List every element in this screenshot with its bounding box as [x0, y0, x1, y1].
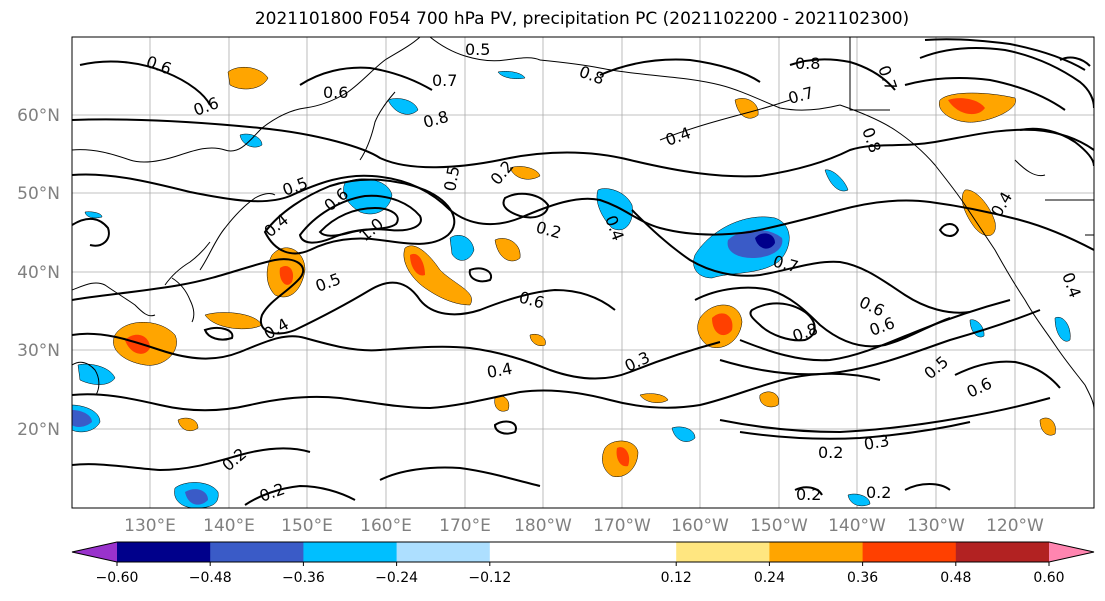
lon-label: 180°W	[514, 516, 572, 536]
precip-negative-patch	[387, 98, 419, 115]
lat-label: 30°N	[17, 341, 60, 361]
lon-label: 140°E	[203, 516, 255, 536]
lon-label: 150°E	[281, 516, 333, 536]
lon-labels: 130°E 140°E 150°E 160°E 170°E 180°W 170°…	[124, 516, 1044, 536]
contour-label: 0.5	[440, 164, 463, 192]
precip-positive-patch	[509, 166, 541, 180]
lon-label: 150°W	[750, 516, 808, 536]
precip-positive-patch	[759, 391, 779, 408]
contour-label: 0.5	[465, 40, 490, 59]
map-panel	[71, 36, 1095, 509]
precip-positive-patch	[529, 334, 546, 346]
precip-negative-patch	[671, 426, 696, 442]
contour-label: 0.3	[862, 431, 890, 454]
precip-positive-patch	[616, 447, 630, 467]
lon-label: 130°E	[124, 516, 176, 536]
precip-negative-patch	[185, 489, 208, 505]
lon-label: 120°W	[986, 516, 1044, 536]
precip-negative-patch	[239, 133, 263, 148]
contour-label: 0.2	[818, 443, 843, 462]
contour-label: 0.7	[432, 71, 457, 90]
colorbar-segment	[210, 542, 304, 562]
contour-label: 0.2	[866, 483, 891, 502]
colorbar-segment	[955, 542, 1050, 562]
precip-positive-patch	[494, 238, 521, 262]
contour-label: 0.4	[485, 359, 513, 382]
colorbar-segment	[583, 542, 677, 562]
lat-label: 40°N	[17, 263, 60, 283]
precip-negative-patch	[449, 235, 475, 261]
precip-negative-patch	[969, 319, 985, 338]
lon-label: 170°W	[593, 516, 651, 536]
lon-label: 160°W	[671, 516, 729, 536]
lon-label: 140°W	[828, 516, 886, 536]
precip-negative-patch	[77, 363, 116, 385]
precip-negative-patch	[72, 410, 92, 427]
colorbar-segment	[769, 542, 864, 562]
colorbar: −0.60 −0.48 −0.36 −0.24 −0.12 0.12 0.24 0.36 0.4…	[71, 541, 1095, 586]
lon-label: 160°E	[360, 516, 412, 536]
precip-positive-patch	[639, 393, 669, 403]
colorbar-tick-label: −0.24	[375, 570, 418, 586]
contour-label: 0.2	[796, 485, 821, 504]
precip-negative-patch	[84, 211, 103, 219]
precip-positive-patch	[712, 313, 733, 336]
colorbar-extend-max	[1049, 542, 1094, 562]
precip-positive-patch	[227, 66, 269, 90]
colorbar-segment	[117, 542, 211, 562]
colorbar-tick-label: −0.36	[282, 570, 325, 586]
precip-positive-patch	[279, 265, 294, 285]
contour-label: 0.8	[795, 54, 820, 73]
precip-negative-patch	[824, 169, 849, 192]
colorbar-tick-label: 0.48	[940, 570, 971, 586]
lat-label: 60°N	[17, 106, 60, 126]
colorbar-segment	[862, 542, 957, 562]
colorbar-tick-label: 0.24	[754, 570, 785, 586]
colorbar-tick-label: −0.12	[468, 570, 511, 586]
lat-label: 50°N	[17, 184, 60, 204]
precip-negative-patch	[497, 71, 526, 79]
map-title: 2021101800 F054 700 hPa PV, precipitatio…	[254, 9, 910, 29]
lat-label: 20°N	[17, 420, 60, 440]
pv-contours	[72, 38, 1094, 506]
colorbar-tick-label: 0.12	[661, 570, 692, 586]
lon-label: 130°W	[907, 516, 965, 536]
colorbar-segment	[676, 542, 770, 562]
coastlines	[72, 37, 1094, 411]
colorbar-tick-label: 0.60	[1033, 570, 1064, 586]
precip-negative-patch	[1054, 316, 1071, 342]
precip-negative-patch	[847, 493, 871, 507]
precip-negative-patch	[596, 188, 633, 230]
colorbar-tick-label: −0.60	[96, 570, 139, 586]
colorbar-tick-label: −0.48	[189, 570, 232, 586]
colorbar-segment	[303, 542, 398, 562]
lon-label: 170°E	[439, 516, 491, 536]
colorbar-segment	[396, 542, 491, 562]
contour-label: 0.6	[323, 83, 348, 102]
colorbar-tick-label: 0.36	[847, 570, 878, 586]
lat-labels: 60°N 50°N 40°N 30°N 20°N	[17, 106, 60, 440]
colorbar-segment	[489, 542, 584, 562]
precip-positive-patch	[734, 98, 759, 119]
precip-negative-patch	[755, 233, 775, 249]
precip-positive-patch	[948, 98, 985, 115]
colorbar-extend-min	[72, 542, 117, 562]
precip-positive-patch	[410, 253, 425, 276]
precip-positive-patch	[125, 334, 150, 354]
precip-positive-patch	[1039, 417, 1056, 436]
precip-positive-patch	[177, 417, 199, 431]
